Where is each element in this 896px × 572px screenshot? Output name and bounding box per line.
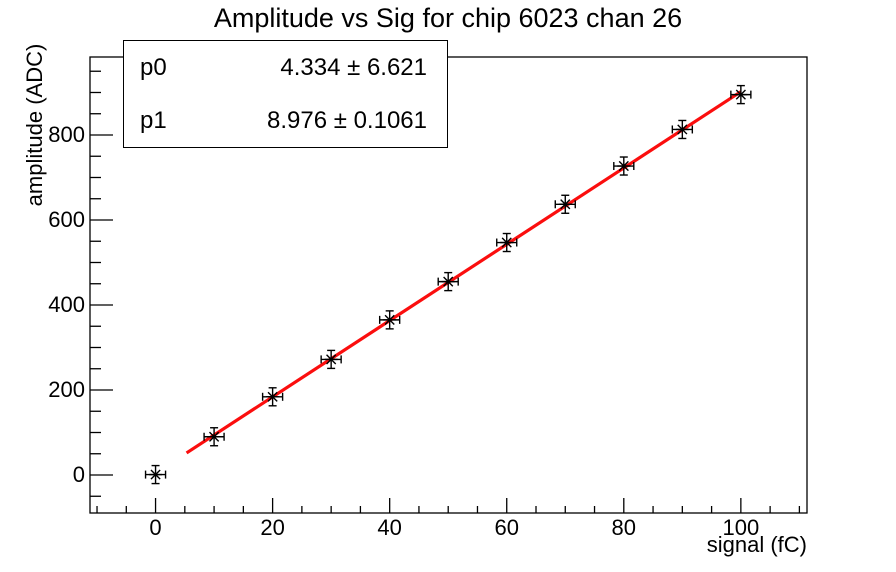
y-tick-label: 0 [72, 462, 85, 487]
x-tick-label: 80 [611, 515, 637, 540]
x-tick-label: 40 [377, 515, 402, 540]
marker-stroke [560, 199, 571, 210]
stats-param-value: 4.334 ± 6.621 [280, 53, 427, 81]
x-tick-label: 20 [260, 515, 285, 540]
data-point [437, 271, 459, 292]
marker-stroke [326, 354, 337, 365]
marker-stroke [735, 89, 746, 100]
fit-stats-box: p0 4.334 ± 6.621 p1 8.976 ± 0.1061 [123, 40, 448, 148]
stats-param-name: p0 [140, 53, 167, 81]
y-tick-label: 200 [48, 377, 85, 402]
x-axis-title: signal (fC) [706, 532, 807, 557]
y-tick-label: 400 [48, 291, 85, 317]
data-point [144, 464, 167, 485]
marker-stroke [150, 469, 161, 480]
x-tick-label: 60 [494, 515, 519, 540]
x-tick-label: 100 [722, 515, 760, 540]
marker-stroke [443, 276, 454, 287]
data-point [496, 232, 518, 253]
stats-row-p0: p0 4.334 ± 6.621 [124, 54, 447, 82]
fit-line [185, 90, 742, 455]
marker-stroke [677, 124, 688, 135]
marker-stroke [384, 314, 395, 325]
marker-stroke [267, 391, 278, 402]
plot-title: Amplitude vs Sig for chip 6023 chan 26 [213, 3, 683, 33]
data-point [554, 194, 576, 214]
data-point [613, 156, 635, 176]
data-point [378, 310, 401, 330]
marker-stroke [208, 431, 220, 442]
marker-stroke [618, 160, 629, 172]
data-point [671, 119, 694, 140]
x-tick-label: 0 [149, 515, 162, 540]
stats-row-p1: p1 8.976 ± 0.1061 [124, 107, 447, 135]
data-point [203, 427, 225, 447]
stats-param-name: p1 [140, 106, 167, 134]
data-point [730, 84, 752, 105]
data-point [261, 387, 284, 407]
y-tick-label: 800 [48, 121, 85, 147]
marker-stroke [501, 237, 512, 248]
y-tick-label: 600 [48, 206, 85, 232]
data-point [320, 349, 342, 370]
stats-param-value: 8.976 ± 0.1061 [267, 106, 427, 134]
